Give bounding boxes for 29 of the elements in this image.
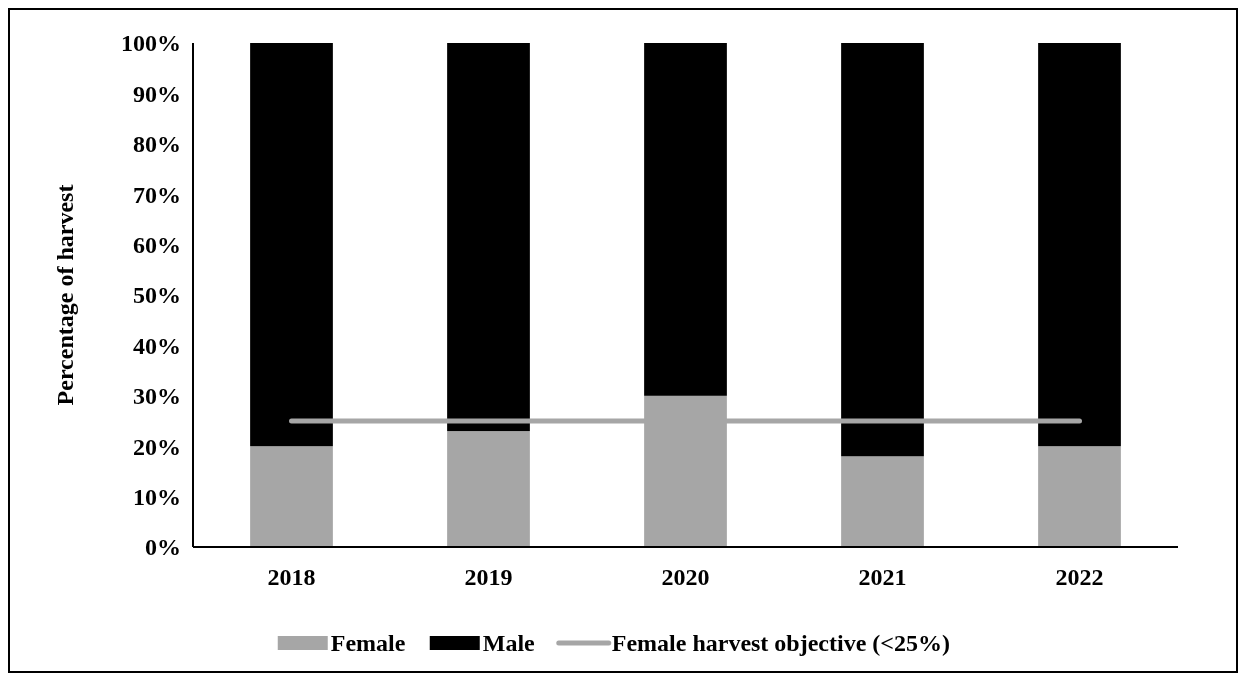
bar [250, 43, 333, 447]
x-tick-label: 2021 [858, 564, 907, 590]
legend-label: Male [482, 630, 536, 656]
legend-label: Female harvest objective (<25%) [611, 630, 950, 656]
y-tick-label: 0% [145, 534, 181, 561]
y-tick-label: 30% [133, 383, 181, 410]
y-tick-label: 70% [133, 181, 181, 208]
y-tick-label: 100% [121, 30, 181, 57]
legend-label: Female [330, 630, 406, 656]
y-tick-label: 20% [133, 433, 181, 460]
y-tick-label: 40% [133, 332, 181, 359]
x-tick-label: 2022 [1055, 564, 1104, 590]
bar [1038, 43, 1121, 447]
bar [1038, 446, 1121, 547]
bar [644, 43, 727, 396]
bar [447, 43, 530, 432]
x-tick-label: 2020 [661, 564, 710, 590]
y-tick-label: 80% [133, 131, 181, 158]
bar [841, 456, 924, 547]
bar [841, 43, 924, 457]
y-tick-label: 90% [133, 80, 181, 107]
y-axis-title: Percentage of harvest [52, 184, 78, 406]
y-tick-label: 10% [133, 484, 181, 510]
x-tick-label: 2019 [464, 564, 513, 590]
y-tick-label: 60% [133, 232, 181, 258]
y-tick-label: 50% [133, 282, 181, 309]
x-tick-label: 2018 [267, 564, 316, 590]
bar [250, 446, 333, 547]
bar [447, 431, 530, 547]
